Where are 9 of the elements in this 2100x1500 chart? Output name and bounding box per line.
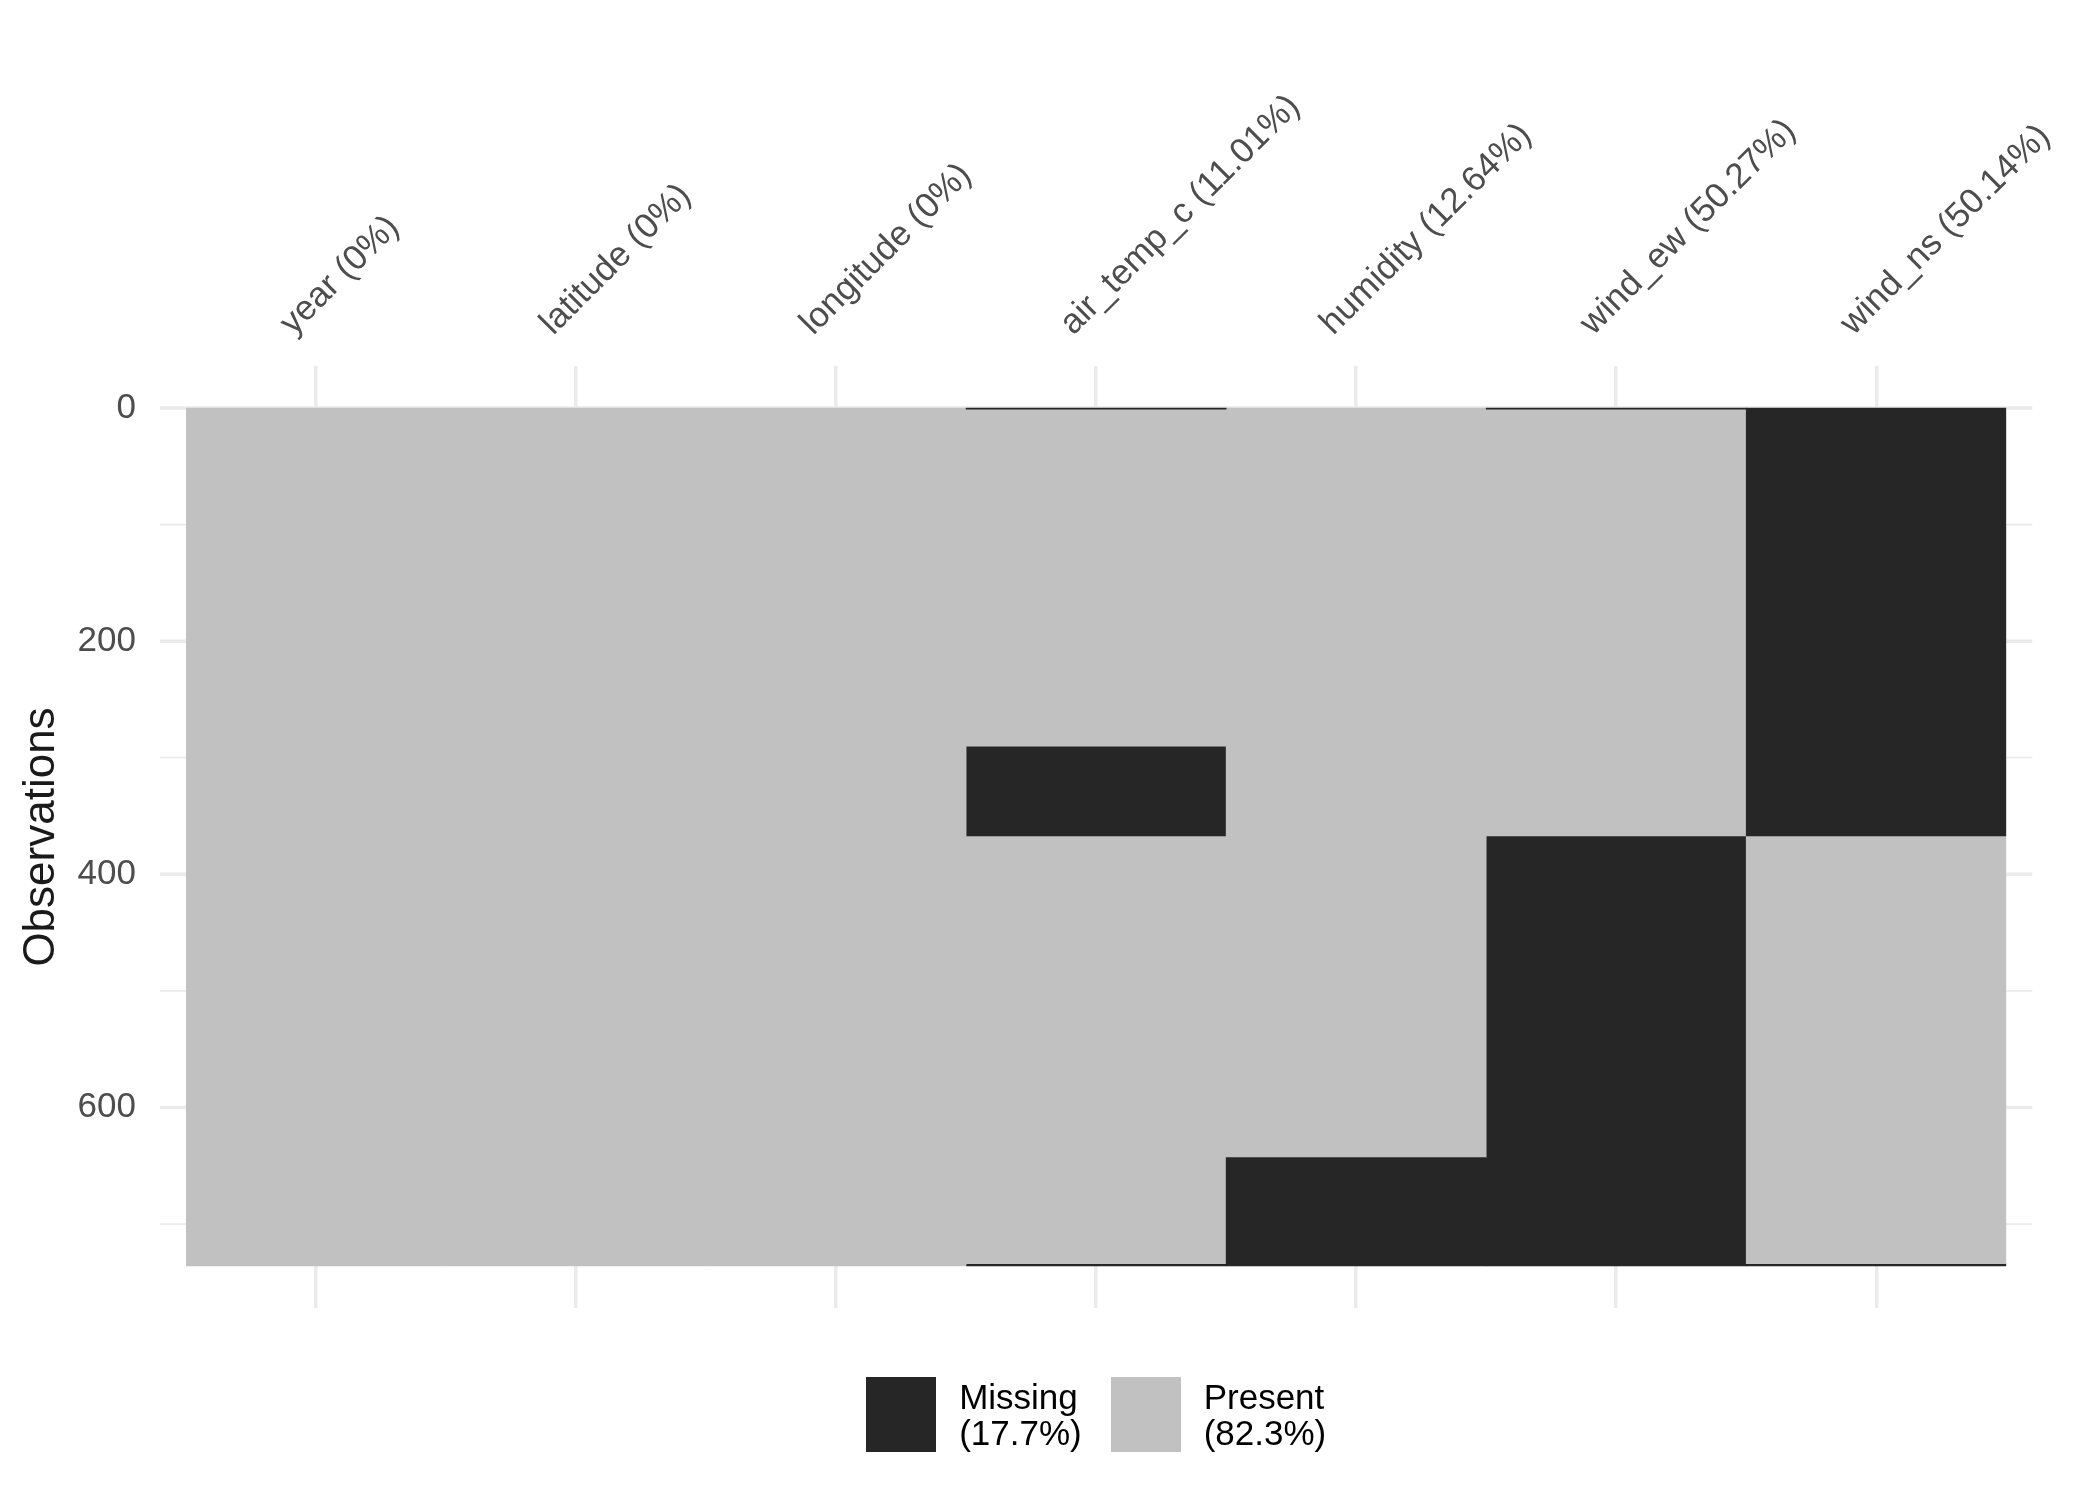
bar — [1745, 835, 2007, 1265]
legend-label: Missing (17.7%) — [959, 1376, 1082, 1452]
y-tick-label: 200 — [77, 618, 136, 658]
y-tick-label: 400 — [77, 851, 136, 891]
legend-label: Present (82.3%) — [1203, 1376, 1327, 1452]
y-axis-title: Observations — [13, 707, 63, 967]
y-tick-label: 0 — [116, 385, 136, 425]
y-tick-label: 600 — [77, 1085, 136, 1125]
bar — [965, 745, 1227, 837]
